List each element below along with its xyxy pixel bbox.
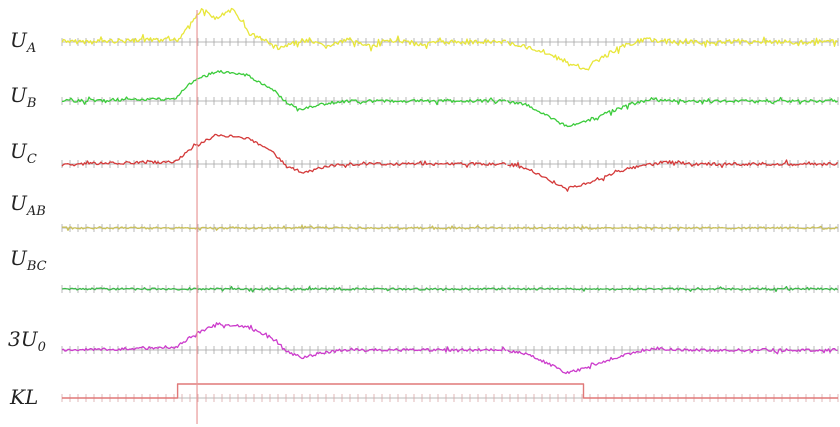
trace-line	[61, 224, 838, 231]
series-u-c	[61, 133, 839, 192]
channel-labels: UA UB UC UAB UBC 3U0 KL	[8, 28, 47, 409]
label-3u0: 3U0	[8, 327, 46, 355]
trace-line	[62, 69, 838, 128]
trace-line	[61, 322, 838, 375]
trace-line	[62, 383, 838, 399]
trace-line	[61, 133, 839, 192]
label-ua: UA	[10, 28, 36, 56]
trace-line	[61, 285, 838, 293]
label-kl: KL	[9, 385, 38, 409]
series-u-bc	[61, 285, 839, 293]
series-u-b	[61, 69, 839, 128]
trace-line	[61, 7, 838, 71]
label-uab: UAB	[10, 191, 46, 219]
series-u-ab	[61, 224, 839, 232]
series-3u-0	[61, 322, 839, 375]
traces	[61, 7, 839, 402]
series-kl	[61, 383, 839, 402]
label-uc: UC	[10, 139, 37, 167]
label-ub: UB	[10, 83, 36, 111]
series-u-a	[61, 7, 839, 71]
label-ubc: UBC	[10, 246, 47, 274]
